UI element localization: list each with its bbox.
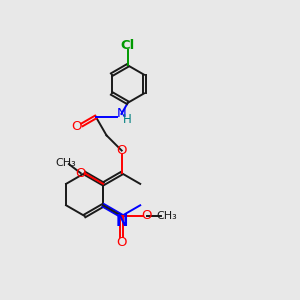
Text: Cl: Cl bbox=[121, 39, 135, 52]
Text: O: O bbox=[76, 167, 86, 180]
Text: O: O bbox=[71, 120, 82, 133]
Text: O: O bbox=[116, 236, 127, 249]
Text: N: N bbox=[116, 107, 126, 120]
Text: CH₃: CH₃ bbox=[156, 211, 177, 221]
Text: CH₃: CH₃ bbox=[55, 158, 76, 168]
Text: O: O bbox=[142, 209, 152, 223]
Text: N: N bbox=[116, 214, 128, 229]
Text: O: O bbox=[116, 144, 127, 157]
Text: H: H bbox=[123, 113, 132, 126]
